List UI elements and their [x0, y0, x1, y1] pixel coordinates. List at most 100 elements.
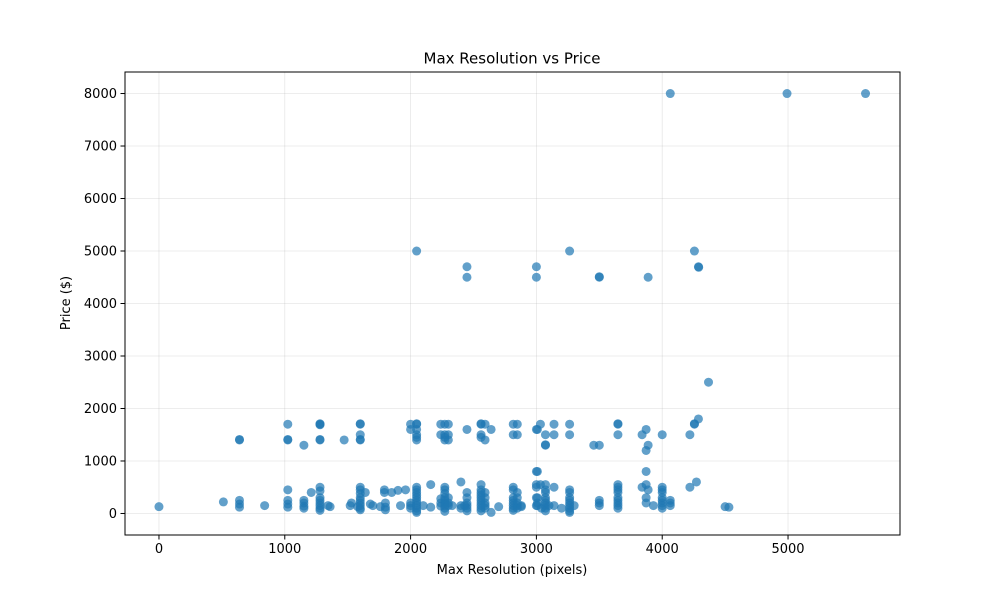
data-point	[480, 419, 490, 429]
data-point	[689, 246, 699, 256]
data-point	[299, 440, 309, 450]
y-axis: 0 1000 2000 3000 4000 5000 6000 7000 8000	[84, 87, 125, 522]
data-point	[315, 420, 325, 430]
data-point	[693, 414, 703, 424]
data-point	[315, 486, 325, 496]
y-tick-label: 6000	[84, 192, 117, 207]
data-point	[426, 502, 436, 512]
y-tick-label: 2000	[84, 402, 117, 417]
data-point	[299, 503, 309, 513]
data-point	[535, 419, 545, 429]
data-point	[549, 430, 559, 440]
data-point	[283, 434, 293, 444]
data-point	[565, 246, 575, 256]
data-point	[494, 502, 504, 512]
data-point	[443, 435, 453, 445]
data-point	[283, 502, 293, 512]
data-point	[412, 435, 422, 445]
y-tick-label: 4000	[84, 297, 117, 312]
data-point	[782, 89, 792, 99]
data-point	[613, 503, 623, 513]
data-point	[694, 262, 704, 272]
data-point	[355, 434, 365, 444]
data-point	[861, 89, 871, 99]
data-point	[643, 272, 653, 282]
data-point	[516, 502, 526, 512]
x-tick-label: 4000	[646, 542, 679, 557]
data-point	[665, 89, 675, 99]
data-point	[412, 507, 422, 517]
data-point	[462, 262, 472, 272]
data-point	[531, 262, 541, 272]
data-point	[355, 505, 365, 515]
data-point	[549, 501, 559, 511]
chart-title: Max Resolution vs Price	[424, 50, 601, 68]
data-point	[613, 430, 623, 440]
data-point	[594, 440, 604, 450]
data-point	[641, 498, 651, 508]
data-point	[355, 419, 365, 429]
data-point	[401, 485, 411, 495]
data-point	[306, 487, 316, 497]
data-point	[594, 272, 604, 282]
data-point	[380, 505, 390, 515]
y-tick-label: 8000	[84, 87, 117, 102]
data-point	[283, 485, 293, 495]
data-point	[549, 482, 559, 492]
grid-lines	[125, 72, 900, 535]
data-point	[641, 424, 651, 434]
x-tick-label: 1000	[268, 542, 301, 557]
data-point	[565, 430, 575, 440]
data-point	[724, 502, 734, 512]
x-tick-label: 0	[155, 542, 163, 557]
data-point	[685, 482, 695, 492]
data-point	[443, 419, 453, 429]
y-tick-label: 7000	[84, 140, 117, 155]
data-point	[234, 502, 244, 512]
x-tick-label: 3000	[520, 542, 553, 557]
data-point	[339, 435, 349, 445]
data-point	[691, 477, 701, 487]
data-point	[613, 419, 623, 429]
data-point	[704, 377, 714, 387]
data-point	[260, 501, 270, 511]
x-tick-label: 2000	[394, 542, 427, 557]
data-point	[462, 506, 472, 516]
data-point	[412, 246, 422, 256]
data-point	[462, 272, 472, 282]
data-point	[426, 480, 436, 490]
data-point	[565, 419, 575, 429]
y-tick-label: 1000	[84, 454, 117, 469]
data-point	[418, 501, 428, 511]
data-point	[368, 501, 378, 511]
y-tick-label: 5000	[84, 245, 117, 260]
data-point	[685, 430, 695, 440]
data-point	[447, 501, 457, 511]
y-tick-label: 0	[109, 507, 117, 522]
x-axis: 0 1000 2000 3000 4000 5000	[155, 535, 805, 557]
data-point	[540, 430, 550, 440]
data-point	[283, 419, 293, 429]
y-axis-label: Price ($)	[59, 276, 74, 330]
data-point	[218, 497, 228, 507]
data-point	[565, 507, 575, 517]
data-point	[234, 434, 244, 444]
data-point	[557, 503, 567, 513]
data-point	[360, 487, 370, 497]
data-point	[315, 434, 325, 444]
data-point	[569, 501, 579, 511]
y-tick-label: 3000	[84, 349, 117, 364]
data-point	[379, 487, 389, 497]
data-point	[456, 477, 466, 487]
data-point	[540, 440, 550, 450]
data-point	[641, 466, 651, 476]
data-point	[480, 435, 490, 445]
data-point	[393, 485, 403, 495]
data-point	[531, 272, 541, 282]
x-tick-label: 5000	[771, 542, 804, 557]
data-point	[665, 501, 675, 511]
data-point	[325, 502, 335, 512]
data-point	[154, 502, 164, 512]
data-point	[648, 501, 658, 511]
